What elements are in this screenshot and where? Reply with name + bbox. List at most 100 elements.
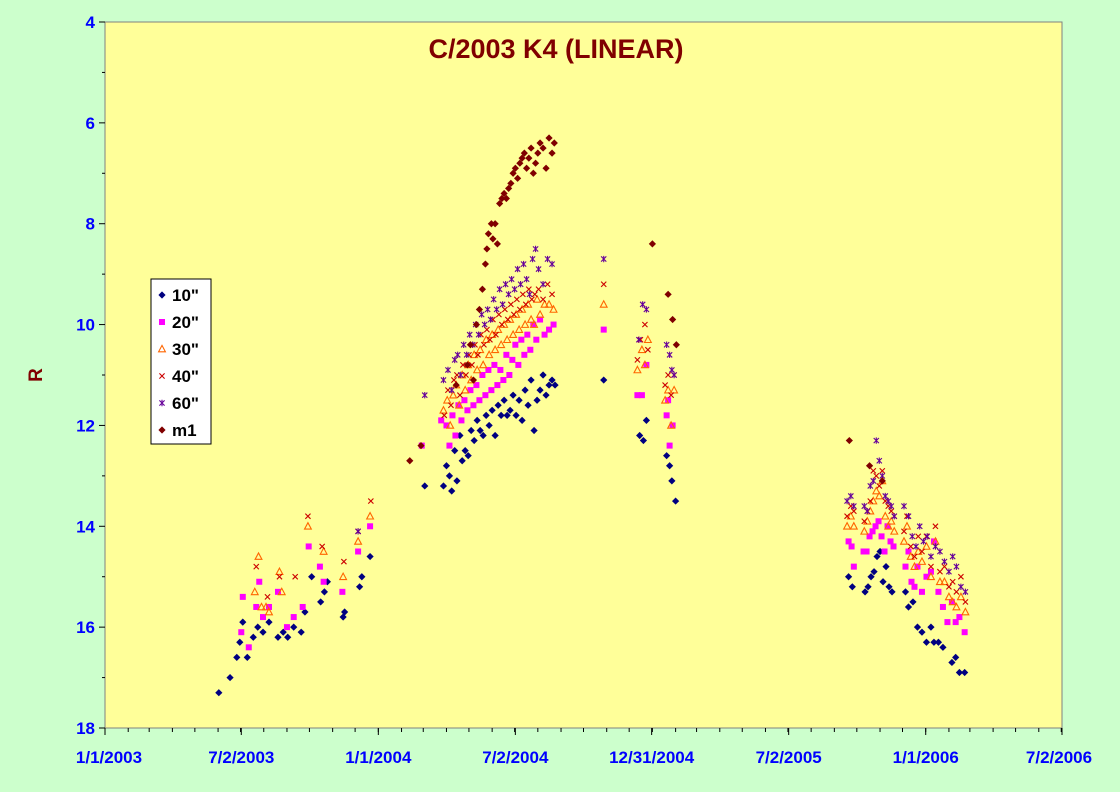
data-point	[600, 376, 608, 384]
data-point	[850, 508, 857, 515]
x-tick-label: 12/31/2004	[609, 748, 695, 767]
data-point	[536, 139, 544, 147]
legend-box	[150, 278, 212, 445]
data-point	[517, 281, 524, 288]
data-point	[473, 416, 481, 424]
data-point	[945, 583, 952, 590]
data-point	[478, 311, 485, 318]
data-point	[484, 350, 494, 359]
data-point	[464, 452, 472, 460]
data-point	[663, 412, 670, 419]
data-point	[491, 361, 498, 368]
data-point	[503, 411, 511, 419]
data-point	[535, 265, 542, 273]
data-point	[496, 286, 503, 293]
data-point	[249, 633, 257, 641]
data-point	[871, 486, 881, 495]
data-point	[876, 457, 883, 464]
data-point	[648, 240, 656, 248]
data-point	[233, 653, 241, 661]
data-point	[497, 411, 505, 419]
data-point	[463, 351, 470, 359]
data-point	[930, 638, 938, 646]
data-point	[638, 392, 645, 399]
data-point	[870, 467, 877, 474]
data-point	[479, 431, 487, 440]
data-point	[891, 513, 898, 520]
data-point	[936, 568, 943, 575]
data-point	[866, 533, 873, 540]
data-point	[953, 563, 960, 570]
data-point	[452, 432, 459, 439]
data-point	[934, 638, 943, 646]
data-point	[936, 548, 943, 555]
data-point	[913, 623, 922, 631]
data-point	[660, 395, 670, 404]
data-point	[519, 291, 526, 298]
data-point	[957, 583, 964, 590]
data-point	[491, 220, 499, 228]
data-point	[338, 571, 348, 581]
data-point	[868, 496, 878, 505]
data-point	[908, 578, 915, 585]
data-point	[948, 598, 955, 605]
data-point	[475, 305, 484, 314]
data-point	[879, 467, 886, 474]
data-point	[537, 316, 544, 323]
data-point	[500, 377, 507, 384]
data-point	[442, 395, 452, 404]
data-point	[953, 588, 960, 595]
data-point	[442, 462, 451, 470]
data-point	[639, 301, 646, 308]
data-point	[666, 442, 673, 449]
data-point	[890, 543, 897, 550]
data-point	[478, 360, 488, 369]
data-point	[955, 668, 964, 677]
data-point	[506, 372, 513, 378]
y-tick-label: 6	[86, 114, 95, 133]
x-tick-label: 7/2/2003	[208, 748, 274, 767]
data-point	[530, 321, 537, 328]
data-point	[961, 629, 968, 636]
data-point	[239, 593, 246, 600]
data-point	[665, 397, 672, 404]
data-point	[445, 420, 455, 429]
data-point	[470, 402, 477, 409]
data-point	[865, 506, 875, 515]
data-point	[493, 240, 501, 248]
data-point	[882, 563, 890, 571]
data-point	[902, 521, 912, 530]
data-point	[873, 472, 880, 479]
data-point	[297, 628, 305, 636]
data-point	[911, 553, 918, 560]
data-point	[447, 402, 454, 409]
data-point	[888, 508, 895, 515]
data-point	[880, 511, 890, 520]
data-point	[600, 255, 607, 263]
data-point	[518, 416, 526, 424]
data-point	[523, 275, 530, 283]
data-point	[939, 643, 947, 651]
data-point	[864, 507, 871, 515]
data-point	[941, 563, 948, 570]
data-point	[940, 576, 949, 586]
data-point	[544, 281, 551, 288]
data-point	[478, 285, 487, 293]
data-point	[669, 315, 677, 324]
data-point	[634, 356, 641, 363]
data-point	[846, 511, 856, 520]
data-point	[935, 588, 942, 595]
data-point	[524, 331, 531, 338]
data-point	[485, 366, 492, 373]
data-point	[509, 169, 517, 177]
data-point	[421, 482, 429, 490]
data-point	[494, 401, 502, 409]
data-point	[949, 553, 956, 560]
data-point	[308, 573, 316, 581]
data-point	[521, 386, 529, 394]
data-point	[847, 492, 854, 500]
data-point	[498, 194, 506, 203]
data-point	[527, 376, 535, 384]
data-point	[358, 573, 366, 581]
data-point	[488, 406, 496, 414]
